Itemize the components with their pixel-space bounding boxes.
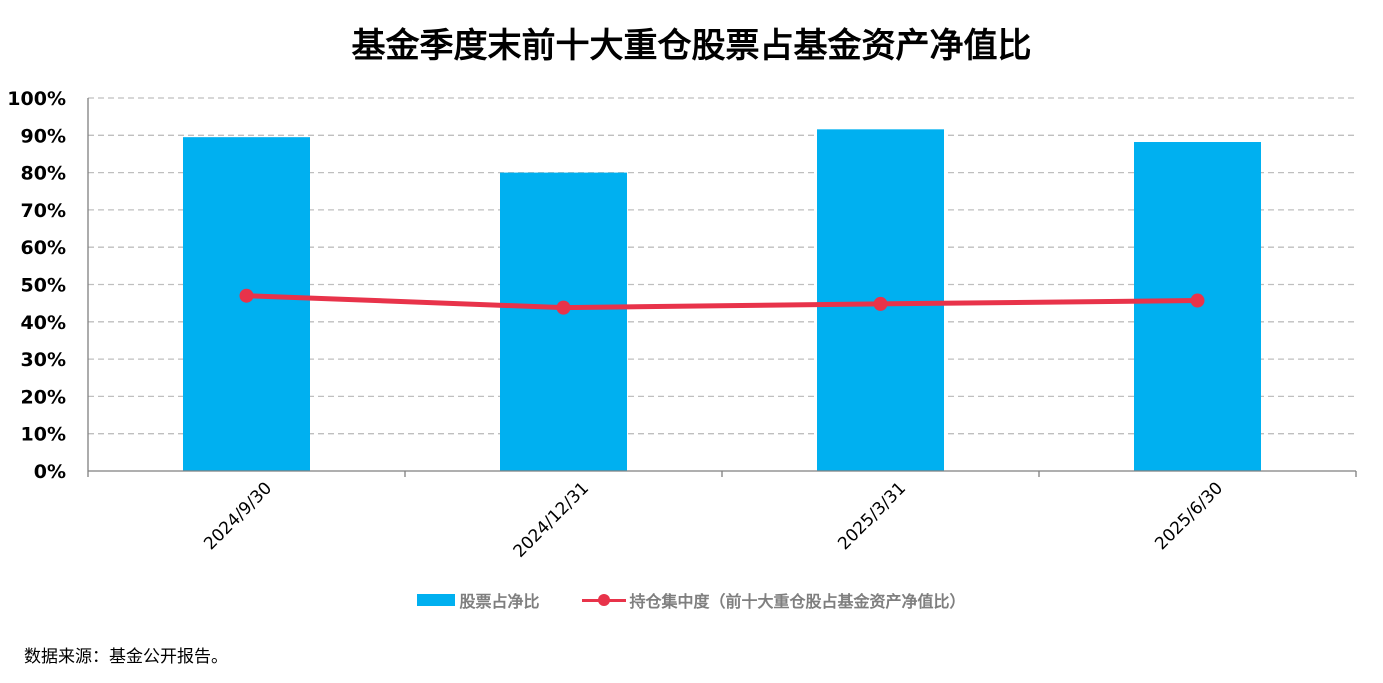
- y-tick-label: 70%: [21, 200, 66, 222]
- y-tick-label: 0%: [34, 461, 66, 483]
- x-tick-label: 2024/9/30: [200, 478, 276, 554]
- bar: [500, 172, 627, 471]
- source-note: 数据来源：基金公开报告。: [24, 647, 228, 667]
- y-tick-label: 100%: [7, 88, 66, 110]
- legend-item-line: 持仓集中度（前十大重仓股占基金资产净值比）: [581, 588, 966, 612]
- y-tick-label: 10%: [21, 424, 66, 446]
- legend-bar-swatch: [417, 594, 456, 606]
- y-tick-label: 20%: [21, 386, 66, 408]
- y-tick-label: 80%: [21, 163, 66, 185]
- y-tick-label: 60%: [21, 237, 66, 259]
- line-point: [1190, 293, 1205, 308]
- legend-line-swatch: [581, 593, 626, 607]
- chart-plot: 0% 10% 20% 30% 40% 50% 60% 70% 80% 90% 100% 2024/9/…: [7, 88, 1357, 562]
- x-tick-label: 2024/12/31: [510, 478, 593, 561]
- y-tick-label: 30%: [21, 349, 66, 371]
- x-tick-label: 2025/3/31: [834, 478, 910, 554]
- series-line: [246, 293, 1198, 311]
- legend-label-bar: 股票占净比: [459, 592, 540, 611]
- y-tick-label: 50%: [21, 275, 66, 297]
- chart-legend: 股票占净比 持仓集中度（前十大重仓股占基金资产净值比）: [0, 588, 1383, 612]
- line-point: [556, 300, 571, 315]
- line-point: [239, 288, 254, 303]
- chart-title: 基金季度末前十大重仓股票占基金资产净值比: [351, 26, 1032, 66]
- legend-item-bar: 股票占净比: [417, 588, 540, 612]
- y-tick-label: 40%: [21, 312, 66, 334]
- bar: [183, 137, 310, 472]
- legend-label-line: 持仓集中度（前十大重仓股占基金资产净值比）: [629, 592, 966, 611]
- y-tick-label: 90%: [21, 125, 66, 147]
- line-point: [873, 296, 888, 311]
- x-tick-label: 2025/6/30: [1151, 478, 1227, 554]
